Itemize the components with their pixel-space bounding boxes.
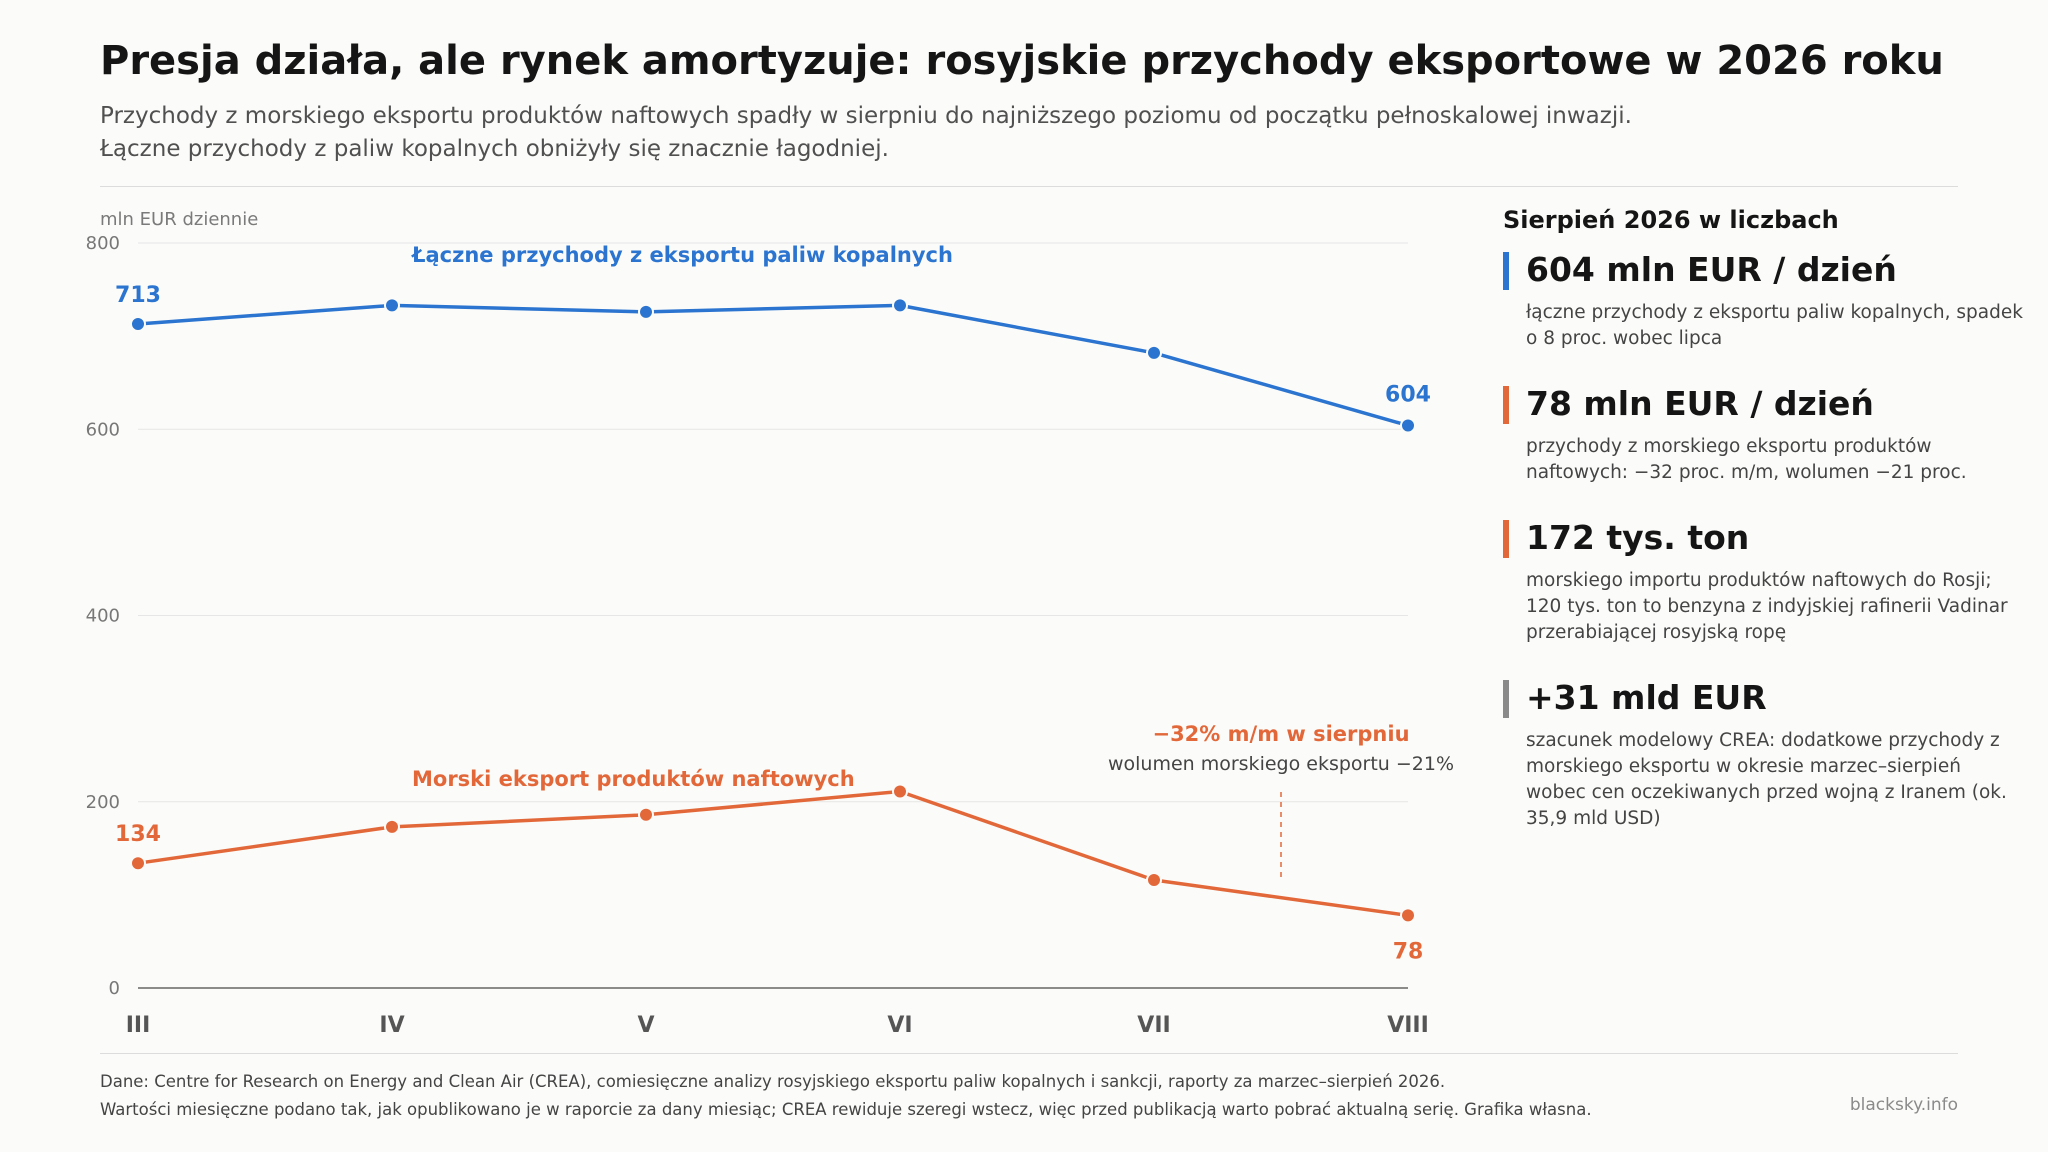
stat-value: +31 mld EUR xyxy=(1526,678,1767,717)
data-label-last: 604 xyxy=(1385,383,1431,408)
subtitle-line-2: Łączne przychody z paliw kopalnych obniż… xyxy=(100,136,889,162)
x-tick-label: III xyxy=(126,1013,151,1038)
subtitle-line-1: Przychody z morskiego eksportu produktów… xyxy=(100,103,1632,129)
data-point xyxy=(384,818,400,835)
stat-description: morskiego importu produktów naftowych do… xyxy=(1526,570,2008,643)
line-chart: mln EUR dziennie 0 200 400 600 800 III IV V VI VII… xyxy=(86,209,1454,1038)
stat-value: 604 mln EUR / dzień xyxy=(1526,250,1897,289)
x-tick-label: VI xyxy=(887,1013,912,1038)
data-label-last: 78 xyxy=(1393,939,1424,964)
series-line-1 xyxy=(136,303,1410,428)
page-subtitle: Przychody z morskiego eksportu produktów… xyxy=(100,100,1900,166)
stats-list: 604 mln EUR / dzień łączne przychody z ek… xyxy=(1503,248,2023,832)
stat-accent-bar xyxy=(1503,386,1509,424)
y-tick-label: 600 xyxy=(86,419,120,440)
stat-item: 604 mln EUR / dzień łączne przychody z ek… xyxy=(1503,248,2023,352)
stat-value: 172 tys. ton xyxy=(1526,518,1750,557)
y-tick-label: 0 xyxy=(109,978,120,999)
stat-item: +31 mld EUR szacunek modelowy CREA: dodat… xyxy=(1503,676,2023,832)
data-point xyxy=(1146,344,1162,361)
data-point xyxy=(1400,907,1416,924)
footer-divider xyxy=(100,1053,1958,1054)
stat-description: szacunek modelowy CREA: dodatkowe przych… xyxy=(1526,730,2007,829)
data-point xyxy=(1400,417,1416,434)
series-line-2 xyxy=(136,789,1410,918)
header-divider xyxy=(100,186,1958,187)
x-tick-label: VIII xyxy=(1387,1013,1429,1038)
stat-item: 78 mln EUR / dzień przychody z morskiego … xyxy=(1503,382,2023,486)
data-label-first: 134 xyxy=(115,822,161,847)
annotation-title: −32% m/m w sierpniu xyxy=(1152,722,1409,746)
data-point xyxy=(638,806,654,823)
data-point xyxy=(384,297,400,314)
page-title: Presja działa, ale rynek amortyzuje: ros… xyxy=(100,38,1944,84)
x-tick-label: IV xyxy=(379,1013,404,1038)
y-tick-label: 200 xyxy=(86,792,120,813)
footer-source: Dane: Centre for Research on Energy and … xyxy=(100,1072,1446,1091)
data-point xyxy=(130,855,146,872)
credit-text: blacksky.info xyxy=(1849,1095,1958,1115)
data-label-first: 713 xyxy=(115,283,161,308)
footer-notes: Dane: Centre for Research on Energy and … xyxy=(100,1068,1958,1124)
stat-description: przychody z morskiego eksportu produktów… xyxy=(1526,436,1967,483)
x-tick-label: VII xyxy=(1137,1013,1170,1038)
stat-description: łączne przychody z eksportu paliw kopaln… xyxy=(1526,302,2023,349)
stat-value: 78 mln EUR / dzień xyxy=(1526,384,1874,423)
stat-accent-bar xyxy=(1503,680,1509,718)
y-tick-label: 400 xyxy=(86,606,120,627)
data-point xyxy=(892,297,908,314)
data-point xyxy=(638,303,654,320)
x-tick-label: V xyxy=(637,1013,654,1038)
sidebar-title: Sierpień 2026 w liczbach xyxy=(1503,206,1839,234)
data-point xyxy=(130,316,146,333)
stat-item: 172 tys. ton morskiego importu produktów … xyxy=(1503,516,2023,646)
stat-accent-bar xyxy=(1503,252,1509,290)
y-axis-label: mln EUR dziennie xyxy=(100,209,258,230)
data-point xyxy=(892,783,908,800)
stat-accent-bar xyxy=(1503,520,1509,558)
data-point xyxy=(1146,871,1162,888)
footer-note: Wartości miesięczne podano tak, jak opub… xyxy=(100,1100,1592,1119)
y-tick-label: 800 xyxy=(86,233,120,254)
annotation-text: wolumen morskiego eksportu −21% xyxy=(1108,753,1454,775)
series-name-label: Morski eksport produktów naftowych xyxy=(412,767,855,791)
stats-sidebar: Sierpień 2026 w liczbach 604 mln EUR / d… xyxy=(1503,200,2023,862)
series-name-label: Łączne przychody z eksportu paliw kopaln… xyxy=(411,243,953,267)
